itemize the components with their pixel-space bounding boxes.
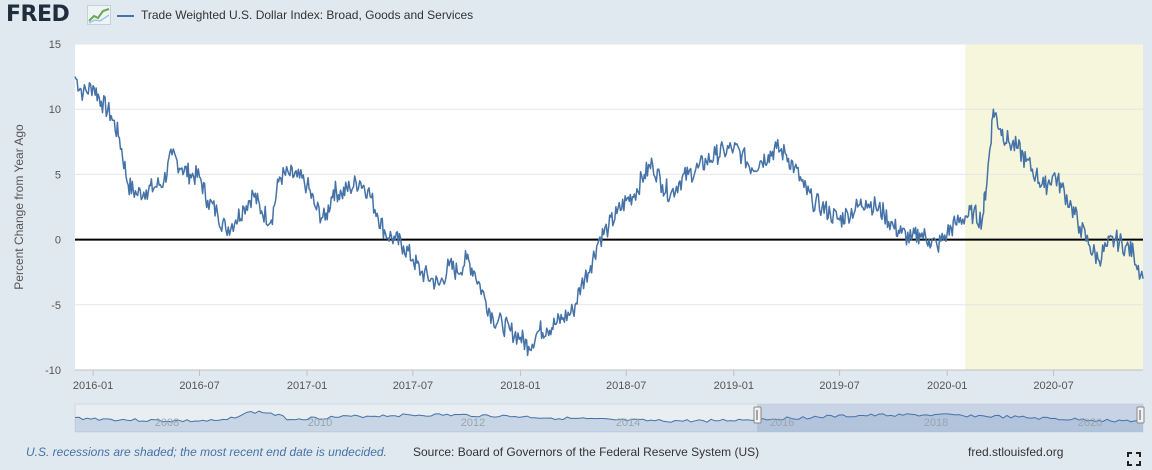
x-tick-label: 2016-07	[179, 380, 219, 392]
navigator-label: 2012	[461, 417, 485, 429]
navigator-label: 2008	[155, 417, 179, 429]
navigator-label: 2016	[770, 417, 794, 429]
navigator-label: 2020	[1078, 417, 1102, 429]
recession-note: U.S. recessions are shaded; the most rec…	[26, 445, 387, 459]
legend-swatch	[117, 15, 134, 17]
x-tick-label: 2020-01	[927, 380, 967, 392]
navigator-label: 2014	[616, 417, 640, 429]
navigator-label: 2018	[924, 417, 948, 429]
fred-logo[interactable]: FRED	[6, 2, 70, 27]
chart: 15 10 5 0 -5 -10 Percent Change from Year Ago 2…	[12, 39, 1145, 433]
x-tick-label: 2016-01	[73, 380, 113, 392]
x-tick-label: 2019-07	[819, 380, 859, 392]
y-axis-label: Percent Change from Year Ago	[12, 124, 26, 290]
y-tick-label: 10	[49, 104, 61, 116]
x-tick-label: 2019-01	[714, 380, 754, 392]
navigator-label: 2010	[308, 417, 332, 429]
fullscreen-icon[interactable]	[1127, 452, 1141, 466]
y-tick-label: -10	[45, 365, 61, 377]
legend-label: Trade Weighted U.S. Dollar Index: Broad,…	[141, 8, 474, 22]
chart-header: FRED Trade Weighted U.S. Dollar Index: B…	[0, 0, 1152, 32]
x-tick-label: 2017-07	[393, 380, 433, 392]
navigator-line	[74, 410, 1144, 423]
y-tick-label: 5	[55, 169, 61, 181]
series-line[interactable]	[74, 76, 1144, 357]
plot-area	[75, 44, 1143, 370]
source-text: Source: Board of Governors of the Federa…	[413, 445, 760, 459]
x-tick-label: 2017-01	[287, 380, 327, 392]
x-tick-label: 2020-07	[1033, 380, 1073, 392]
site-link[interactable]: fred.stlouisfed.org	[968, 445, 1064, 459]
x-tick-label: 2018-01	[500, 380, 540, 392]
y-tick-label: 15	[49, 39, 61, 51]
y-tick-label: -5	[51, 300, 61, 312]
x-tick-label: 2018-07	[606, 380, 646, 392]
y-tick-label: 0	[55, 235, 61, 247]
recession-shade	[965, 44, 1143, 370]
chart-line-icon	[87, 5, 111, 25]
